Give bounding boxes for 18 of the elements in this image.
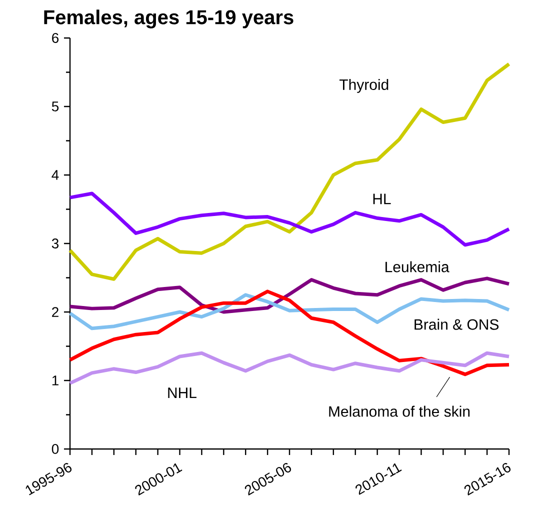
text: Thyroid [339,78,388,93]
series-label: NHL [168,388,196,398]
series-label: HL [373,194,391,204]
y-tick-label: 0 [52,444,59,454]
y-tick-label: 2 [52,307,58,317]
series-label: Leukemia [386,261,450,272]
line-series [68,293,511,330]
y-tick-label: 5 [52,102,59,112]
line-series [68,192,511,247]
y-tick-label: 4 [52,170,59,180]
series-label: Brain & ONS [414,318,499,330]
line-series [68,62,511,281]
line-series [68,290,511,376]
text: Melanoma of the skin [329,406,470,417]
y-tick-label: 6 [52,33,59,43]
chart-title: Females, ages 15-19 years [44,10,294,28]
y-tick-label: 3 [52,238,59,248]
y-tick-label: 1 [52,376,58,386]
